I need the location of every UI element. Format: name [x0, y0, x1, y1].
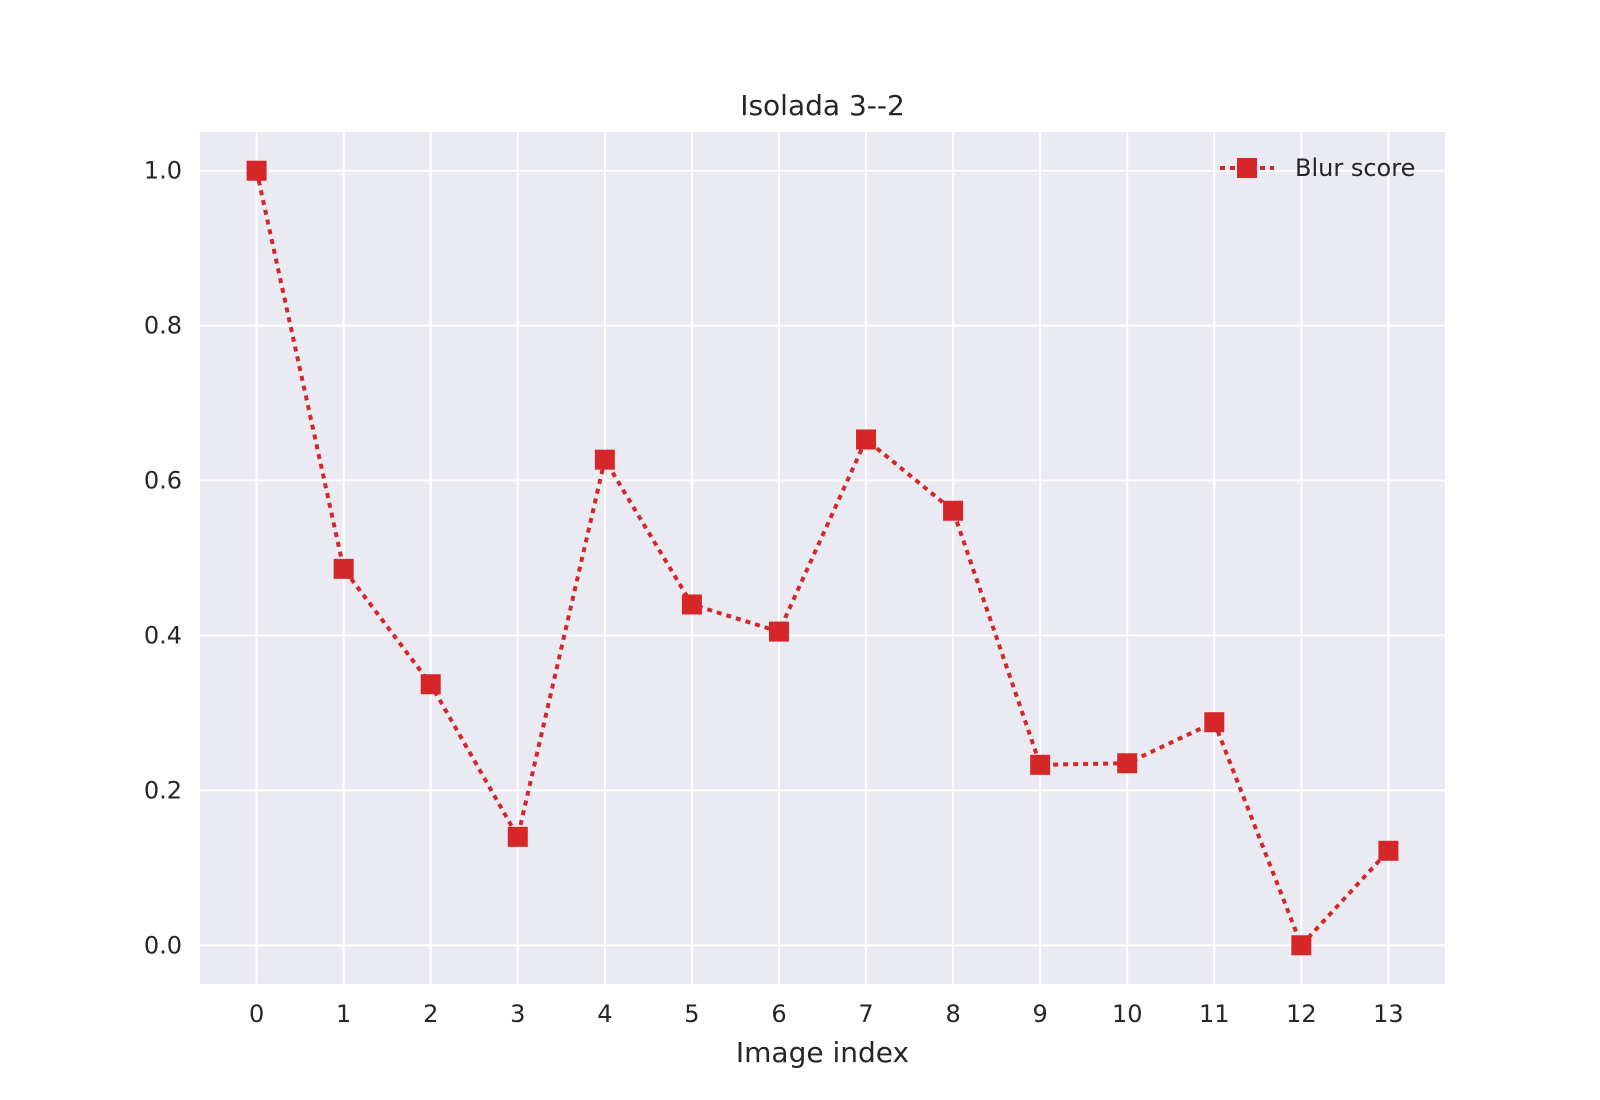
data-point: [1291, 935, 1312, 956]
x-tick-label: 4: [597, 1000, 612, 1028]
data-point: [1117, 753, 1138, 774]
data-point: [1378, 840, 1399, 861]
data-point: [1204, 712, 1225, 733]
x-tick-label: 6: [771, 1000, 786, 1028]
data-point: [856, 429, 877, 450]
data-point: [420, 674, 441, 695]
x-tick-label: 7: [858, 1000, 873, 1028]
y-axis-ticks: 0.0 0.2 0.4 0.6 0.8 1.0: [144, 157, 182, 960]
y-tick-label: 1.0: [144, 157, 182, 185]
y-tick-label: 0.8: [144, 312, 182, 340]
series-layer: [246, 160, 1399, 956]
x-tick-label: 0: [249, 1000, 264, 1028]
series-line: [254, 170, 1390, 949]
y-tick-label: 0.2: [144, 776, 182, 804]
legend-label: Blur score: [1295, 154, 1415, 182]
data-point: [681, 594, 702, 615]
chart-title: Isolada 3--2: [740, 89, 905, 122]
x-axis-ticks: 0 1 2 3 4 5 6 7 8 9 10 11 12 13: [249, 1000, 1404, 1028]
x-tick-label: 8: [945, 1000, 960, 1028]
data-point: [768, 621, 789, 642]
x-tick-label: 1: [336, 1000, 351, 1028]
y-tick-label: 0.6: [144, 467, 182, 495]
x-tick-label: 10: [1112, 1000, 1143, 1028]
data-point: [594, 449, 615, 470]
y-tick-label: 0.0: [144, 931, 182, 959]
x-tick-label: 2: [423, 1000, 438, 1028]
x-tick-label: 12: [1286, 1000, 1317, 1028]
y-tick-label: 0.4: [144, 621, 182, 649]
legend-marker: [1237, 158, 1257, 178]
data-point: [333, 558, 354, 579]
x-tick-label: 13: [1373, 1000, 1404, 1028]
data-point: [507, 826, 528, 847]
data-point: [246, 160, 267, 181]
x-tick-label: 9: [1033, 1000, 1048, 1028]
x-tick-label: 3: [510, 1000, 525, 1028]
plot-area: [200, 132, 1445, 984]
data-point: [1030, 754, 1051, 775]
x-tick-label: 11: [1199, 1000, 1230, 1028]
data-point: [943, 500, 964, 521]
x-tick-label: 5: [684, 1000, 699, 1028]
x-axis-label: Image index: [736, 1036, 909, 1069]
legend: Blur score: [1220, 154, 1415, 182]
